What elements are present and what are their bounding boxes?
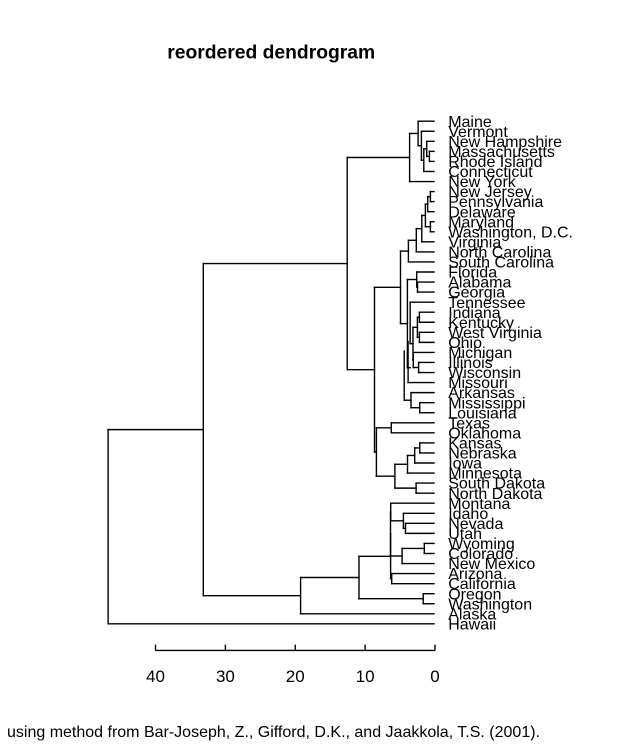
svg-text:Kentucky: Kentucky [448, 315, 514, 332]
svg-text:Ohio: Ohio [448, 335, 482, 352]
svg-text:New Mexico: New Mexico [448, 556, 535, 573]
svg-text:10: 10 [356, 667, 375, 686]
svg-text:Delaware: Delaware [448, 204, 516, 221]
svg-text:North Carolina: North Carolina [448, 244, 551, 261]
svg-text:Louisiana: Louisiana [448, 405, 517, 422]
svg-text:Colorado: Colorado [448, 546, 513, 563]
svg-text:Hawaii: Hawaii [448, 616, 496, 633]
svg-text:Texas: Texas [448, 415, 490, 432]
svg-text:New Hampshire: New Hampshire [448, 134, 562, 151]
svg-text:Washington, D.C.: Washington, D.C. [448, 224, 573, 241]
svg-text:Missouri: Missouri [448, 375, 508, 392]
svg-text:Utah: Utah [448, 526, 482, 543]
svg-text:Montana: Montana [448, 496, 510, 513]
svg-text:0: 0 [430, 667, 439, 686]
svg-text:Nevada: Nevada [448, 516, 503, 533]
svg-text:North Dakota: North Dakota [448, 486, 542, 503]
svg-text:Alabama: Alabama [448, 275, 511, 292]
svg-text:Arkansas: Arkansas [448, 385, 515, 402]
svg-text:Nebraska: Nebraska [448, 446, 517, 463]
svg-text:South Carolina: South Carolina [448, 255, 554, 272]
svg-text:New York: New York [448, 174, 517, 191]
svg-text:Georgia: Georgia [448, 285, 505, 302]
svg-text:Maine: Maine [448, 114, 492, 131]
svg-text:Pennsylvania: Pennsylvania [448, 194, 543, 211]
svg-text:using method from Bar-Joseph,: using method from Bar-Joseph, Z., Giffor… [7, 724, 540, 741]
svg-text:Idaho: Idaho [448, 506, 488, 523]
svg-text:Arizona: Arizona [448, 566, 502, 583]
svg-text:Washington: Washington [448, 596, 532, 613]
svg-text:Vermont: Vermont [448, 124, 508, 141]
svg-text:40: 40 [146, 667, 165, 686]
svg-text:Florida: Florida [448, 265, 497, 282]
svg-text:South Dakota: South Dakota [448, 476, 545, 493]
svg-text:Wyoming: Wyoming [448, 536, 515, 553]
svg-text:Oklahoma: Oklahoma [448, 425, 521, 442]
svg-text:Wisconsin: Wisconsin [448, 365, 521, 382]
svg-text:Tennessee: Tennessee [448, 295, 525, 312]
svg-text:Maryland: Maryland [448, 214, 514, 231]
svg-text:Rhode Island: Rhode Island [448, 154, 542, 171]
svg-text:Oregon: Oregon [448, 586, 501, 603]
svg-text:reordered dendrogram: reordered dendrogram [167, 43, 375, 64]
svg-text:Kansas: Kansas [448, 436, 501, 453]
svg-text:Massachusetts: Massachusetts [448, 144, 555, 161]
svg-text:20: 20 [286, 667, 305, 686]
svg-text:Indiana: Indiana [448, 305, 501, 322]
svg-text:New Jersey: New Jersey [448, 184, 532, 201]
svg-text:Connecticut: Connecticut [448, 164, 533, 181]
svg-text:30: 30 [216, 667, 235, 686]
svg-text:Illinois: Illinois [448, 355, 492, 372]
svg-text:Iowa: Iowa [448, 456, 482, 473]
svg-text:Mississippi: Mississippi [448, 395, 525, 412]
svg-text:West Virginia: West Virginia [448, 325, 542, 342]
svg-text:Michigan: Michigan [448, 345, 512, 362]
svg-text:California: California [448, 576, 516, 593]
svg-text:Virginia: Virginia [448, 234, 501, 251]
svg-text:Minnesota: Minnesota [448, 466, 522, 483]
svg-text:Alaska: Alaska [448, 606, 496, 623]
